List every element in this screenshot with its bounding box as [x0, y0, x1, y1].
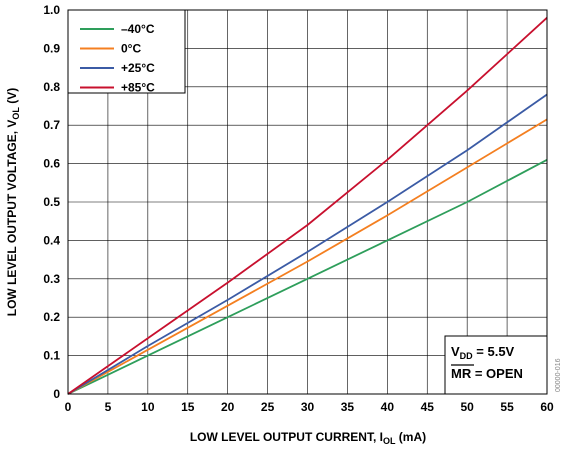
x-tick-label: 5 [105, 400, 112, 414]
y-tick-label: 0.7 [43, 118, 60, 132]
x-tick-label: 30 [301, 400, 315, 414]
y-tick-label: 0.6 [43, 157, 60, 171]
condition-note: VDD = 5.5V MR = OPEN [444, 335, 548, 395]
plot-frame [67, 9, 548, 395]
x-axis-title: LOW LEVEL OUTPUT CURRENT, IOL (mA) [190, 430, 426, 446]
legend-box [67, 9, 186, 94]
y-tick-label: 0.1 [43, 349, 60, 363]
x-tick-label: 15 [181, 400, 195, 414]
x-tick-label: 35 [341, 400, 355, 414]
legend-label: +85°C [121, 81, 155, 95]
legend: –40°C 0°C +25°C +85°C [67, 9, 186, 95]
x-tick-label: 20 [221, 400, 235, 414]
x-tick-label: 50 [460, 400, 474, 414]
y-tick-label: 0.8 [43, 80, 60, 94]
x-tick-label: 10 [141, 400, 155, 414]
y-tick-label: 0.9 [43, 41, 60, 55]
y-tick-label: 0.5 [43, 195, 60, 209]
y-tick-label: 0 [53, 387, 60, 401]
series-line [67, 159, 548, 395]
legend-label: +25°C [121, 61, 155, 75]
series-line [67, 17, 548, 395]
legend-label: 0°C [121, 42, 141, 56]
mr-note: MR = OPEN [451, 366, 523, 381]
y-axis-title: LOW LEVEL OUTPUT VOLTAGE, VOL (V) [5, 88, 21, 317]
series-line [67, 93, 548, 395]
y-tick-labels: 0 0.1 0.2 0.3 0.4 0.5 0.6 0.7 0.8 0.9 1.0 [43, 3, 60, 401]
x-tick-label: 25 [261, 400, 275, 414]
series-lines [67, 17, 548, 395]
x-tick-label: 40 [381, 400, 395, 414]
legend-label: –40°C [121, 22, 155, 36]
series-line [67, 118, 548, 395]
y-tick-label: 1.0 [43, 3, 60, 17]
x-tick-label: 0 [65, 400, 72, 414]
figure-id: 00000-016 [555, 358, 562, 392]
x-tick-label: 55 [500, 400, 514, 414]
x-tick-label: 45 [421, 400, 435, 414]
y-tick-label: 0.4 [43, 233, 60, 247]
vdd-note: VDD = 5.5V [451, 344, 515, 361]
y-tick-label: 0.2 [43, 310, 60, 324]
x-tick-label: 60 [540, 400, 554, 414]
x-tick-labels: 0 5 10 15 20 25 30 35 40 45 50 55 60 [65, 400, 554, 414]
y-tick-label: 0.3 [43, 272, 60, 286]
